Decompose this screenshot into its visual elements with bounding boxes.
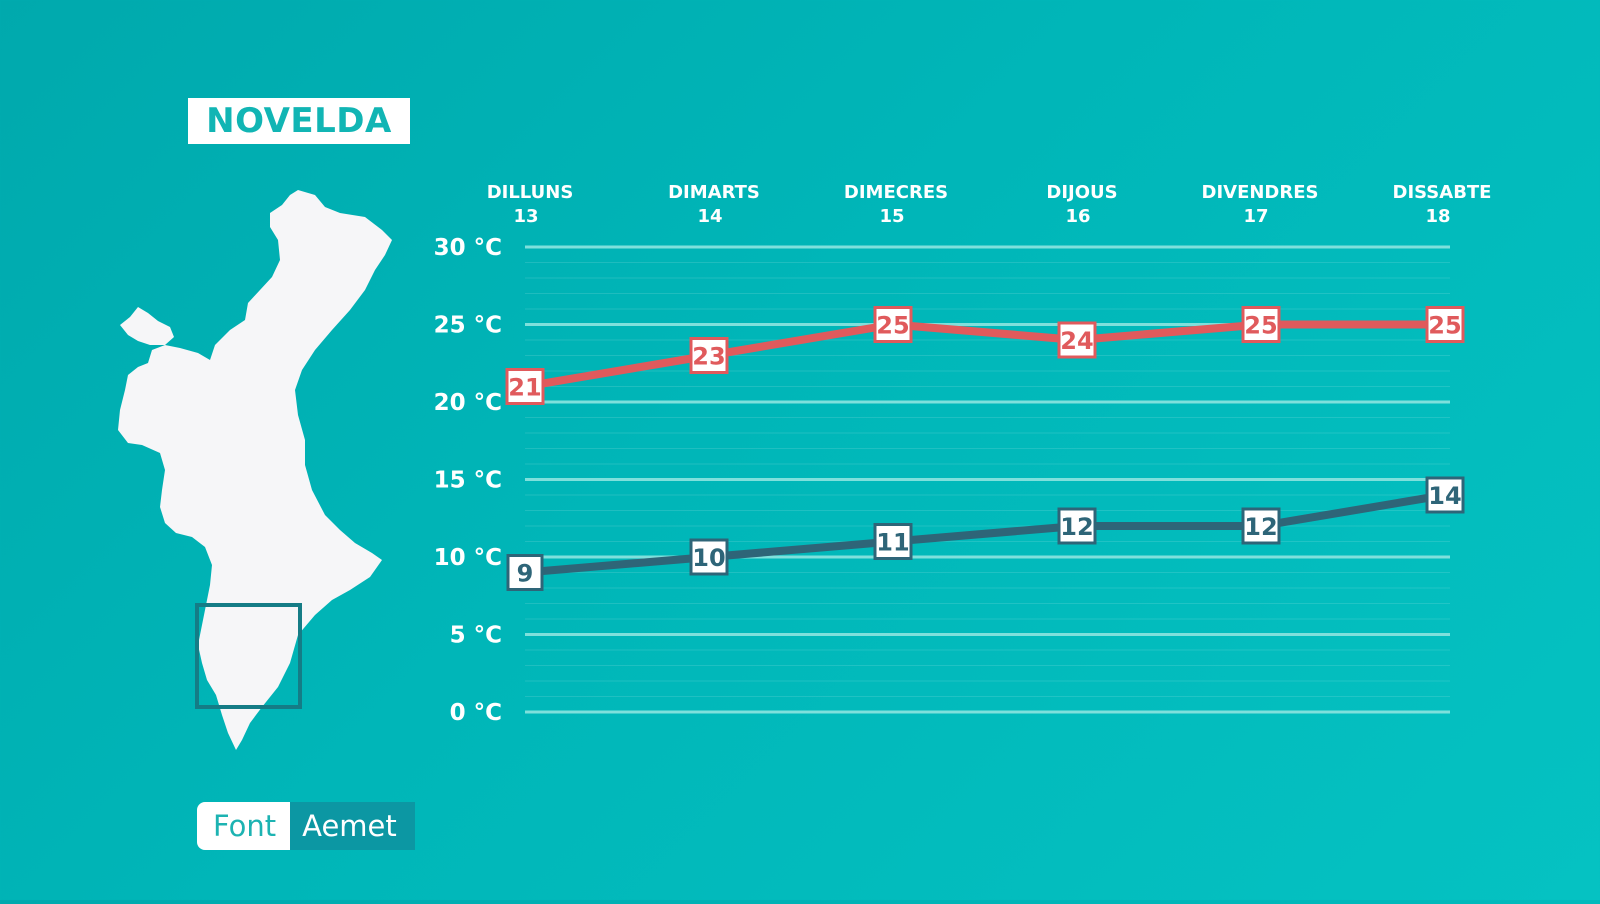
island-shape (120, 307, 174, 345)
max-temp-value-label: 25 (1244, 312, 1277, 340)
max-temp-point: 25 (1241, 306, 1281, 343)
min-temp-point: 9 (506, 554, 544, 591)
min-temp-value-label: 10 (692, 544, 725, 572)
min-temp-point: 10 (689, 538, 729, 576)
y-axis-ticks: 30 °C 25 °C 20 °C 15 °C 10 °C 5 °C 0 °C (434, 235, 502, 726)
y-tick-label: 30 °C (434, 235, 502, 261)
max-temp-marker (1425, 306, 1465, 343)
min-temp-value-label: 12 (1060, 513, 1093, 541)
x-axis-labels: DILLUNS 13 DIMARTS 14 DIMECRES 15 DIJOUS 16 DIVE… (487, 182, 1492, 227)
min-temp-point: 12 (1057, 507, 1097, 545)
min-temp-marker (506, 554, 544, 591)
x-label-day: DIVENDRES (1202, 182, 1319, 203)
y-tick-label: 5 °C (450, 623, 502, 649)
min-temp-value-label: 9 (517, 560, 534, 588)
x-label-date: 14 (697, 206, 722, 227)
max-temp-marker (873, 306, 913, 343)
x-label-day: DIMARTS (668, 182, 760, 203)
source-badge: Font Aemet (197, 802, 415, 850)
min-temp-marker (1425, 476, 1465, 514)
min-temp-line (521, 491, 1449, 577)
y-tick-label: 15 °C (434, 468, 502, 494)
max-temp-value-label: 25 (1428, 312, 1461, 340)
source-label: Font (197, 802, 291, 850)
x-label-date: 17 (1243, 206, 1268, 227)
min-temp-point: 11 (873, 523, 913, 560)
title-box: NOVELDA (188, 98, 410, 144)
max-temp-point: 25 (1425, 306, 1465, 343)
source-value: Aemet (290, 802, 415, 850)
y-tick-label: 10 °C (434, 545, 502, 571)
x-label-day: DIMECRES (844, 182, 948, 203)
min-temp-marker (689, 538, 729, 576)
region-map (110, 185, 400, 765)
max-temp-value-label: 23 (692, 343, 725, 371)
y-tick-label: 0 °C (450, 700, 502, 726)
max-temp-marker (505, 368, 545, 405)
y-tick-label: 20 °C (434, 390, 502, 416)
max-temp-value-label: 21 (508, 374, 541, 402)
min-temp-point: 14 (1425, 476, 1465, 514)
x-label-date: 16 (1065, 206, 1090, 227)
zone-highlight-box (195, 603, 302, 709)
max-temp-value-label: 24 (1060, 327, 1093, 355)
x-label-day: DILLUNS (487, 182, 574, 203)
data-points: 21 23 25 24 25 25 9 10 11 12 12 14 (505, 306, 1465, 591)
location-title: NOVELDA (206, 101, 392, 141)
x-label-date: 18 (1425, 206, 1450, 227)
max-temp-point: 23 (689, 337, 729, 374)
x-label-day: DIJOUS (1046, 182, 1117, 203)
min-temp-value-label: 14 (1428, 482, 1461, 510)
max-temp-point: 21 (505, 368, 545, 405)
max-temp-point: 24 (1057, 321, 1097, 359)
max-temp-marker (1241, 306, 1281, 343)
region-map-shape (118, 190, 392, 750)
min-temp-marker (1057, 507, 1097, 545)
max-temp-marker (689, 337, 729, 374)
series-lines (521, 320, 1449, 577)
x-label-day: DISSABTE (1393, 182, 1492, 203)
y-tick-label: 25 °C (434, 313, 502, 339)
region-outline (118, 190, 392, 750)
x-label-date: 13 (513, 206, 538, 227)
max-temp-line (521, 320, 1449, 391)
grid-lines (525, 245, 1450, 714)
min-temp-value-label: 12 (1244, 513, 1277, 541)
max-temp-marker (1057, 321, 1097, 359)
min-temp-point: 12 (1241, 507, 1281, 545)
max-temp-point: 25 (873, 306, 913, 343)
min-temp-value-label: 11 (876, 529, 909, 557)
min-temp-marker (1241, 507, 1281, 545)
min-temp-marker (873, 523, 913, 560)
max-temp-value-label: 25 (876, 312, 909, 340)
x-label-date: 15 (879, 206, 904, 227)
